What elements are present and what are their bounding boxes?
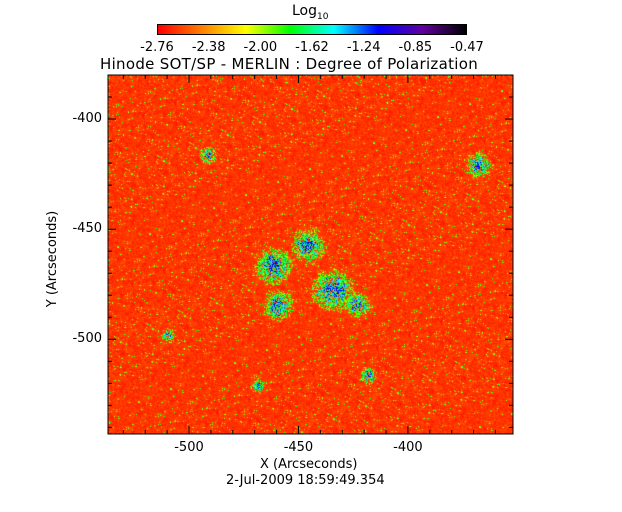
colorbar-tick-label: -2.38 [191, 40, 226, 55]
date-label: 2-Jul-2009 18:59:49.354 [226, 473, 385, 488]
y-tick-label: -400 [72, 111, 102, 127]
heatmap-image [108, 75, 513, 434]
chart-title: Hinode SOT/SP - MERLIN : Degree of Polar… [100, 55, 479, 73]
colorbar-tick-label: -2.76 [140, 40, 174, 55]
colorbar-tick-label: -1.62 [295, 40, 329, 55]
colorbar-label: Log10 [292, 4, 328, 24]
colorbar-label-base: Log [292, 3, 318, 19]
colorbar-tick-label: -1.24 [346, 40, 381, 55]
colorbar-tick-label: -2.00 [243, 40, 278, 55]
y-tick-label: -450 [72, 221, 102, 237]
colorbar [157, 24, 467, 35]
plot-area [108, 75, 513, 434]
y-axis-label: Y (Arcseconds) [45, 210, 60, 308]
x-axis-label: X (Arcseconds) [260, 457, 358, 472]
x-tick-label: -500 [174, 440, 204, 455]
plot-frame [107, 74, 514, 435]
colorbar-label-sub: 10 [317, 11, 329, 22]
x-tick-label: -400 [393, 440, 423, 455]
y-tick-label: -500 [72, 331, 102, 347]
x-tick-label: -450 [283, 440, 314, 455]
colorbar-tick-label: -0.47 [450, 40, 484, 55]
colorbar-tick-label: -0.85 [398, 40, 433, 55]
